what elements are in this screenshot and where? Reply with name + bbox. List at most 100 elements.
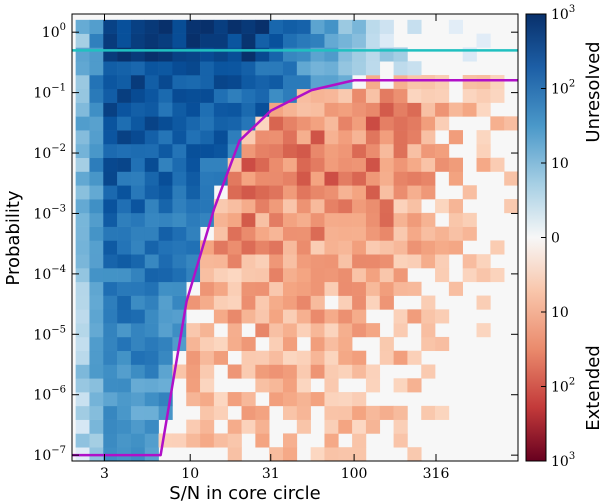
heatmap-cell <box>338 254 353 269</box>
heatmap-cell <box>310 157 325 172</box>
heatmap-cell <box>158 171 173 186</box>
heatmap-cell <box>186 157 201 172</box>
heatmap-cell <box>172 295 187 310</box>
heatmap-cell <box>310 226 325 241</box>
heatmap-cell <box>117 88 132 103</box>
heatmap-cell <box>504 199 518 214</box>
colorbar-tick-label: 103 <box>551 4 575 23</box>
heatmap-cell <box>296 19 311 34</box>
heatmap-cell <box>462 226 477 241</box>
heatmap-cell <box>213 75 229 90</box>
heatmap-cell <box>421 226 436 241</box>
heatmap-cell <box>352 19 367 34</box>
heatmap-cell <box>393 61 408 76</box>
heatmap-cell <box>296 61 311 76</box>
heatmap-cell <box>130 364 146 379</box>
heatmap-cell <box>117 143 132 159</box>
heatmap-cell <box>186 364 201 379</box>
heatmap-cell <box>407 254 422 269</box>
heatmap-cell <box>213 309 229 324</box>
heatmap-cell <box>407 226 422 241</box>
x-axis-title: S/N in core circle <box>169 483 320 504</box>
heatmap-cell <box>227 364 242 379</box>
heatmap-cell <box>144 254 159 269</box>
heatmap-cell <box>421 212 436 227</box>
heatmap-cell <box>103 240 118 255</box>
heatmap-cell <box>435 116 450 131</box>
heatmap-cell <box>365 88 381 103</box>
heatmap-cell <box>476 295 491 310</box>
heatmap-cell <box>338 212 353 227</box>
heatmap-cell <box>338 143 353 159</box>
heatmap-cell <box>379 254 394 269</box>
heatmap-cell <box>255 295 270 310</box>
heatmap-cell <box>158 350 173 365</box>
heatmap-cell <box>435 254 450 269</box>
heatmap-cell <box>75 61 90 76</box>
heatmap-cell <box>324 392 339 407</box>
heatmap-cell <box>213 392 229 407</box>
heatmap-cell <box>186 392 201 407</box>
heatmap-cell <box>117 171 132 186</box>
heatmap-cell <box>269 19 284 34</box>
heatmap-cell <box>75 102 90 117</box>
heatmap-cell <box>283 392 298 407</box>
heatmap-cell <box>365 143 381 159</box>
heatmap-cell <box>213 143 229 159</box>
heatmap-cell <box>117 392 132 407</box>
heatmap-cell <box>130 336 146 352</box>
heatmap-cell <box>89 116 104 131</box>
heatmap-cell <box>352 185 367 200</box>
heatmap-cell <box>407 378 422 393</box>
heatmap <box>75 19 518 461</box>
heatmap-cell <box>379 199 394 214</box>
heatmap-cell <box>103 268 118 283</box>
heatmap-cell <box>172 212 187 227</box>
heatmap-cell <box>269 323 284 338</box>
heatmap-cell <box>200 130 215 145</box>
heatmap-cell <box>421 240 436 255</box>
heatmap-cell <box>172 19 187 34</box>
heatmap-cell <box>269 212 284 227</box>
y-tick-label: 10−7 <box>33 445 66 464</box>
heatmap-cell <box>476 254 491 269</box>
heatmap-cell <box>103 350 118 365</box>
heatmap-cell <box>476 323 491 338</box>
y-tick-label: 10−5 <box>33 324 66 343</box>
heatmap-cell <box>117 75 132 90</box>
heatmap-cell <box>144 33 159 48</box>
heatmap-cell <box>213 295 229 310</box>
heatmap-cell <box>283 75 298 90</box>
heatmap-cell <box>324 323 339 338</box>
x-tick-label: 100 <box>341 466 368 482</box>
heatmap-cell <box>296 323 311 338</box>
heatmap-cell <box>89 323 104 338</box>
heatmap-cell <box>283 212 298 227</box>
heatmap-cell <box>75 254 90 269</box>
heatmap-cell <box>75 364 90 379</box>
heatmap-cell <box>89 88 104 103</box>
heatmap-cell <box>130 405 146 420</box>
heatmap-cell <box>407 61 422 76</box>
heatmap-cell <box>324 130 339 145</box>
heatmap-cell <box>365 130 381 145</box>
heatmap-cell <box>476 157 491 172</box>
boundary-curve <box>72 79 518 457</box>
heatmap-cell <box>103 323 118 338</box>
heatmap-cell <box>117 378 132 393</box>
heatmap-cell <box>186 295 201 310</box>
heatmap-cell <box>89 157 104 172</box>
heatmap-cell <box>324 185 339 200</box>
heatmap-cell <box>338 61 353 76</box>
heatmap-cell <box>186 171 201 186</box>
heatmap-cell <box>324 281 339 296</box>
heatmap-cell <box>75 295 90 310</box>
heatmap-cell <box>117 405 132 420</box>
heatmap-cell <box>117 419 132 434</box>
heatmap-cell <box>324 61 339 76</box>
heatmap-cell <box>200 143 215 159</box>
heatmap-cell <box>393 171 408 186</box>
heatmap-cell <box>407 447 422 461</box>
heatmap-cell <box>407 171 422 186</box>
heatmap-cell <box>89 405 104 420</box>
